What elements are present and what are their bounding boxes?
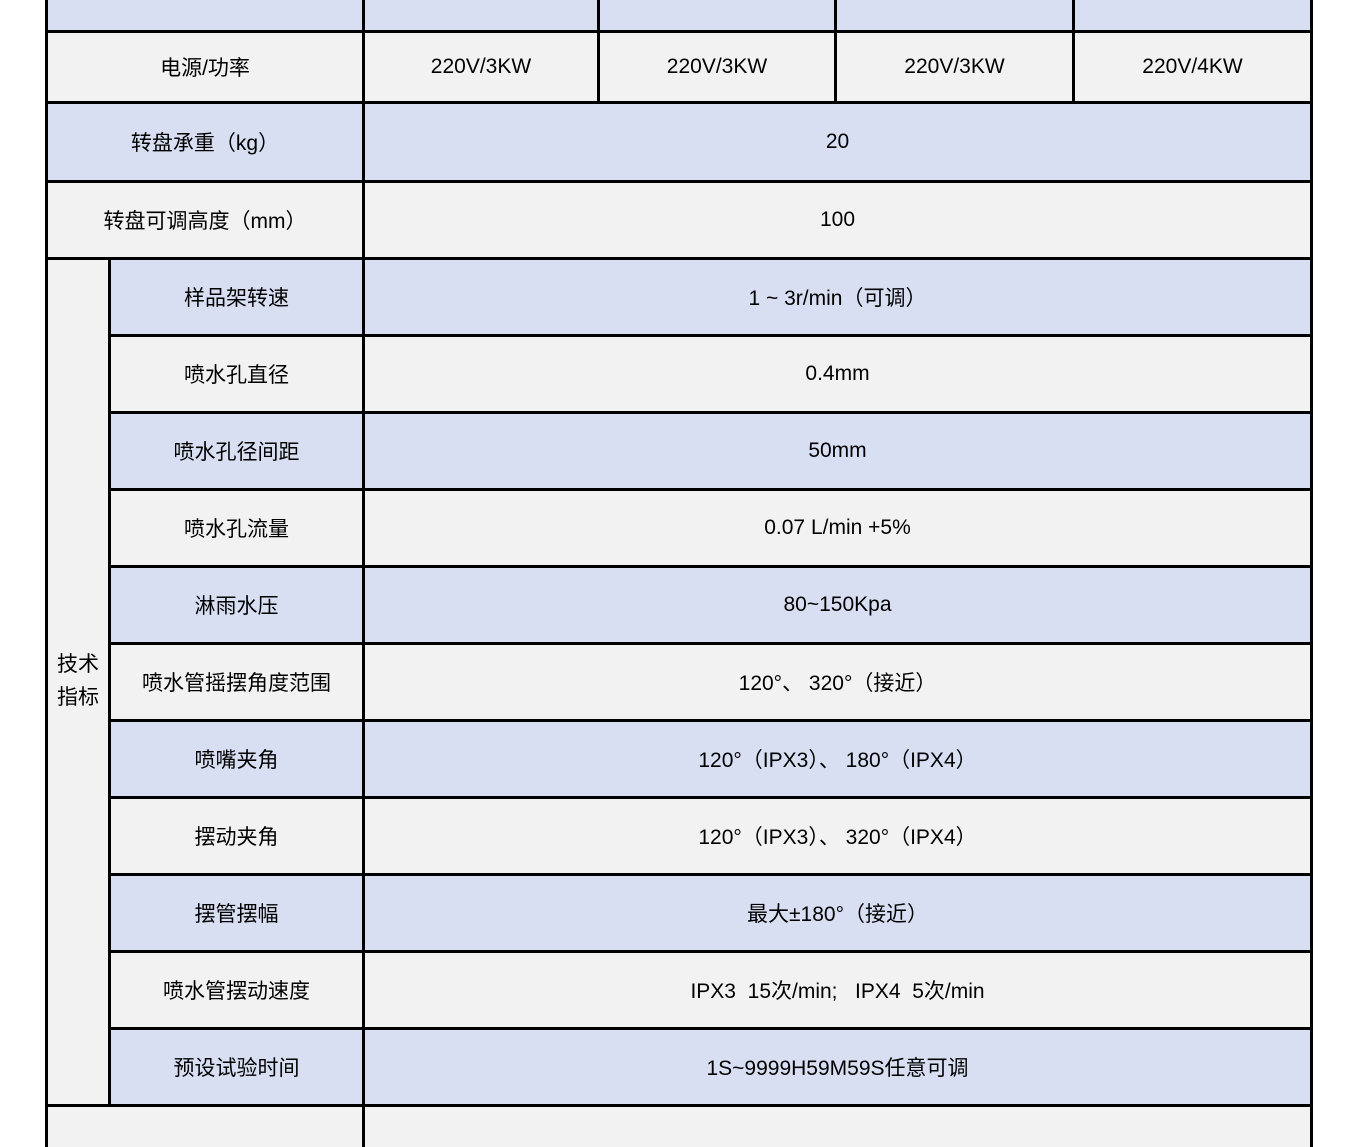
table-row-turntable-height: 转盘可调高度（mm） 100 [47,182,1312,259]
spec-value-cell: 0.07 L/min +5% [364,490,1312,567]
spec-label-cell: 转盘承重（kg） [47,103,364,182]
spec-label-cell: 喷水管摆动速度 [110,952,364,1029]
table-row-turntable-load: 转盘承重（kg） 20 [47,103,1312,182]
spec-label-cell: 转盘可调高度（mm） [47,182,364,259]
tech-section-header-cell: 技术指标 [47,259,110,1106]
spec-label-cell [47,1106,364,1147]
spec-label-cell: 摆动夹角 [110,798,364,875]
table-row-top-partial [47,0,1312,32]
table-row-tech-7: 摆动夹角 120°（IPX3）、 320°（IPX4） [47,798,1312,875]
table-row-tech-5: 喷水管摇摆角度范围 120°、 320°（接近） [47,644,1312,721]
spec-label-cell: 淋雨水压 [110,567,364,644]
spec-label-cell: 喷水孔流量 [110,490,364,567]
spec-value-cell: 120°（IPX3）、 180°（IPX4） [364,721,1312,798]
spec-value-cell: 120°（IPX3）、 320°（IPX4） [364,798,1312,875]
table-row-tech-2: 喷水孔径间距 50mm [47,413,1312,490]
spec-value-cell: 0.4mm [364,336,1312,413]
spec-value-cell: 1 ~ 3r/min（可调） [364,259,1312,336]
spec-value-cell: 120°、 320°（接近） [364,644,1312,721]
spec-value-cell [599,0,836,32]
spec-value-cell: 1S~9999H59M59S任意可调 [364,1029,1312,1106]
spec-label-cell: 喷嘴夹角 [110,721,364,798]
table-row-tech-8: 摆管摆幅 最大±180°（接近） [47,875,1312,952]
table-row-tech-1: 喷水孔直径 0.4mm [47,336,1312,413]
spec-value-cell: 80~150Kpa [364,567,1312,644]
table-row-tech-3: 喷水孔流量 0.07 L/min +5% [47,490,1312,567]
table-row-tech-4: 淋雨水压 80~150Kpa [47,567,1312,644]
spec-value-cell [364,1106,1312,1147]
spec-value-cell: 50mm [364,413,1312,490]
table-row-tech-10: 预设试验时间 1S~9999H59M59S任意可调 [47,1029,1312,1106]
spec-value-cell: 100 [364,182,1312,259]
spec-table: 电源/功率 220V/3KW 220V/3KW 220V/3KW 220V/4K… [45,0,1313,1147]
spec-value-cell: IPX3 15次/min; IPX4 5次/min [364,952,1312,1029]
spec-value-cell: 最大±180°（接近） [364,875,1312,952]
table-row-power: 电源/功率 220V/3KW 220V/3KW 220V/3KW 220V/4K… [47,32,1312,103]
spec-value-cell: 220V/3KW [836,32,1074,103]
table-row-tech-0: 技术指标 样品架转速 1 ~ 3r/min（可调） [47,259,1312,336]
table-row-tech-6: 喷嘴夹角 120°（IPX3）、 180°（IPX4） [47,721,1312,798]
spec-label-cell: 喷水管摇摆角度范围 [110,644,364,721]
spec-value-cell: 220V/4KW [1074,32,1312,103]
spec-label-cell: 喷水孔径间距 [110,413,364,490]
spec-value-cell: 220V/3KW [599,32,836,103]
spec-value-cell [836,0,1074,32]
spec-label-cell [47,0,364,32]
table-row-bottom-partial [47,1106,1312,1147]
spec-value-cell [1074,0,1312,32]
spec-label-cell: 喷水孔直径 [110,336,364,413]
spec-label-cell: 电源/功率 [47,32,364,103]
spec-value-cell: 220V/3KW [364,32,599,103]
table-row-tech-9: 喷水管摆动速度 IPX3 15次/min; IPX4 5次/min [47,952,1312,1029]
spec-label-cell: 预设试验时间 [110,1029,364,1106]
spec-label-cell: 样品架转速 [110,259,364,336]
spec-value-cell [364,0,599,32]
tech-section-header: 技术指标 [55,649,101,714]
spec-value-cell: 20 [364,103,1312,182]
spec-label-cell: 摆管摆幅 [110,875,364,952]
